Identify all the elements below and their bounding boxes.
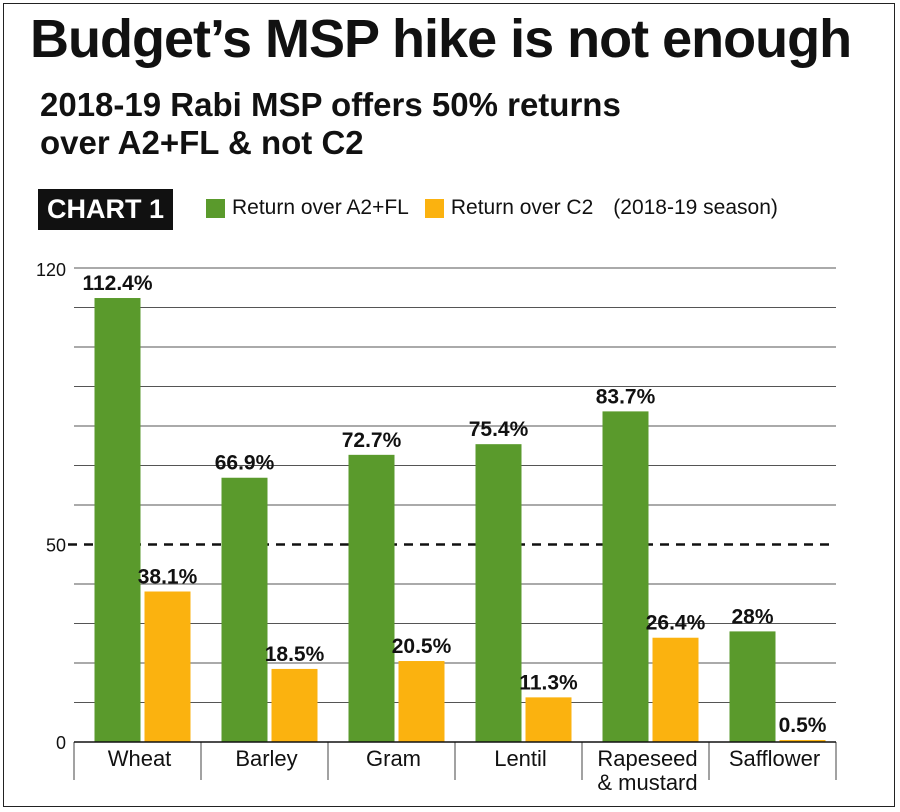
x-category-line: Gram bbox=[366, 746, 421, 771]
data-label: 38.1% bbox=[138, 566, 198, 589]
x-category-label: Rapeseed & mustard bbox=[583, 747, 713, 795]
x-category-line: Barley bbox=[235, 746, 298, 771]
chart-title: Budget’s MSP hike is not enough bbox=[30, 9, 852, 69]
bar-a2fl bbox=[221, 477, 268, 742]
x-category-line: Lentil bbox=[494, 746, 547, 771]
x-category-label: Barley bbox=[202, 747, 332, 771]
subtitle-line-2: over A2+FL & not C2 bbox=[40, 124, 364, 161]
data-label: 26.4% bbox=[646, 612, 706, 635]
data-label: 18.5% bbox=[265, 643, 325, 666]
legend-item-c2: Return over C2 bbox=[424, 196, 594, 220]
data-label: 72.7% bbox=[342, 429, 402, 452]
bar-a2fl bbox=[348, 454, 395, 742]
data-label: 20.5% bbox=[392, 635, 452, 658]
x-category-label: Wheat bbox=[75, 747, 205, 771]
legend-label-c2: Return over C2 bbox=[450, 196, 594, 219]
bar-a2fl bbox=[94, 298, 141, 742]
legend: Return over A2+FL Return over C2 (2018-1… bbox=[206, 196, 778, 220]
chart-frame bbox=[3, 3, 895, 807]
chart-subtitle: 2018-19 Rabi MSP offers 50% returns over… bbox=[40, 86, 621, 162]
x-category-label: Safflower bbox=[710, 747, 840, 771]
x-category-label: Lentil bbox=[456, 747, 586, 771]
x-category-line: Safflower bbox=[728, 746, 821, 771]
y-tick-label: 120 bbox=[36, 260, 66, 280]
data-label: 11.3% bbox=[519, 671, 578, 694]
data-label: 0.5% bbox=[779, 714, 827, 737]
data-label: 66.9% bbox=[215, 452, 275, 475]
y-tick-label: 50 bbox=[46, 536, 66, 556]
data-label: 83.7% bbox=[596, 385, 656, 408]
data-label: 112.4% bbox=[82, 272, 152, 295]
x-category-label: Gram bbox=[329, 747, 459, 771]
y-tick-label: 0 bbox=[56, 733, 66, 753]
legend-swatch-green bbox=[206, 198, 225, 218]
x-category-line: Wheat bbox=[107, 746, 172, 771]
chart-badge: CHART 1 bbox=[38, 189, 174, 230]
legend-season-note: (2018-19 season) bbox=[613, 196, 778, 219]
bar-c2 bbox=[271, 668, 318, 742]
legend-swatch-orange bbox=[424, 198, 444, 218]
legend-label-a2fl: Return over A2+FL bbox=[232, 196, 409, 219]
x-category-line: & mustard bbox=[597, 770, 698, 795]
data-label: 28% bbox=[731, 605, 773, 628]
subtitle-line-1: 2018-19 Rabi MSP offers 50% returns bbox=[40, 86, 621, 123]
bar-c2 bbox=[398, 661, 445, 742]
bar-c2 bbox=[652, 637, 699, 742]
bar-c2 bbox=[525, 697, 572, 742]
data-label: 75.4% bbox=[469, 418, 529, 441]
bar-c2 bbox=[779, 740, 826, 742]
bar-a2fl bbox=[475, 444, 522, 742]
bar-a2fl bbox=[602, 411, 649, 742]
bar-c2 bbox=[144, 591, 191, 742]
x-category-line: Rapeseed bbox=[597, 746, 698, 771]
bar-a2fl bbox=[729, 631, 776, 742]
legend-item-a2fl: Return over A2+FL bbox=[206, 196, 409, 220]
